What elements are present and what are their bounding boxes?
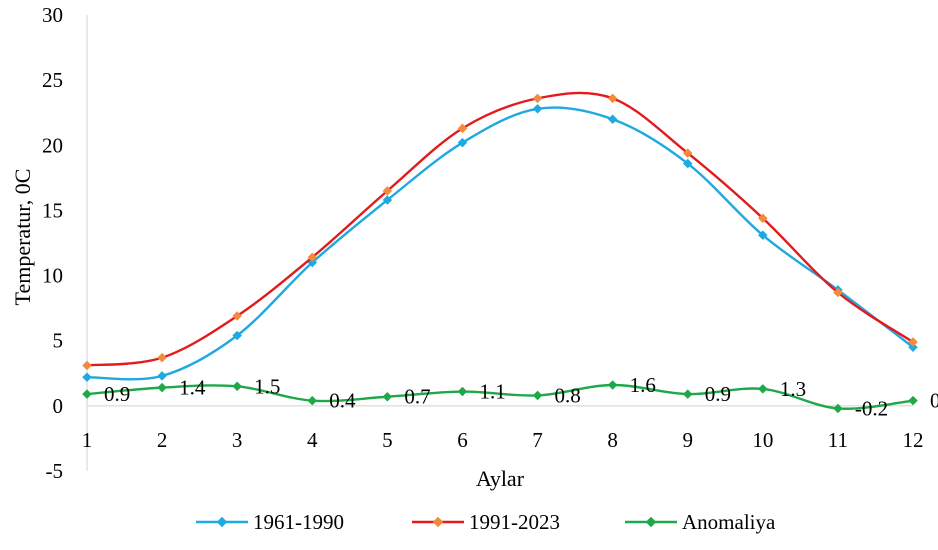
data-point-marker [833,403,843,414]
data-label: -0.2 [855,396,888,420]
y-tick-label: -5 [46,459,64,483]
data-label: 1.3 [780,377,806,401]
data-point-marker [908,342,918,353]
data-label: 0.8 [555,383,581,407]
data-point-marker [82,372,92,383]
x-tick-label: 1 [82,428,93,452]
y-tick-label: 30 [42,3,63,27]
data-label: 0.4 [930,389,938,413]
x-tick-label: 8 [607,428,618,452]
y-tick-label: 25 [42,68,63,92]
data-point-marker [757,384,768,394]
y-axis-title: Temperatur, 0C [10,169,35,306]
y-tick-label: 10 [42,264,63,288]
data-point-marker [607,93,618,104]
data-label: 0.4 [329,389,356,413]
x-tick-label: 5 [382,428,393,452]
data-label: 1.4 [179,376,206,400]
data-point-marker [307,395,318,406]
x-tick-label: 9 [682,428,693,452]
y-tick-label: 5 [53,329,64,353]
data-point-marker [457,123,468,134]
data-label: 1.5 [254,374,280,398]
data-point-marker [532,93,543,104]
series-layer [82,91,918,414]
x-tick-label: 3 [232,428,243,452]
data-label: 0.9 [104,382,130,406]
data-point-marker [757,213,768,224]
data-point-marker [682,158,693,169]
data-point-marker [532,103,543,114]
data-point-marker [833,287,843,298]
data-point-marker [457,386,468,397]
series-line [86,91,914,367]
data-point-marker [382,195,393,205]
data-point-marker [607,380,618,390]
y-tick-label: 20 [42,133,63,157]
data-point-marker [157,382,167,393]
x-axis-title: Aylar [476,466,525,491]
series-line [86,383,914,410]
legend-entry-label: Anomaliya [682,510,776,534]
x-tick-label: 12 [903,428,924,452]
data-point-marker [157,352,167,363]
legend-marker-swatch [432,516,444,528]
data-point-marker [457,137,468,148]
x-tick-label: 10 [752,428,773,452]
x-tick-label: 4 [307,428,318,452]
y-tick-label: 0 [53,394,64,418]
data-point-marker [232,311,243,321]
data-point-marker [607,114,618,125]
data-label: 0.7 [404,385,430,409]
y-tick-label: 15 [42,198,63,222]
data-point-marker [307,252,318,263]
data-point-marker [382,391,393,402]
data-point-marker [232,330,243,341]
legend-entry-label: 1961-1990 [253,510,344,534]
data-labels-layer: 0.9 1.4 1.5 0.4 0.7 1.1 0.8 1.6 0.9 1.3 -0.2 0.4 [104,373,938,420]
data-point-marker [682,148,693,158]
data-point-marker [382,186,393,196]
data-point-marker [82,360,92,371]
data-point-marker [908,395,918,406]
x-tick-label: 6 [457,428,468,452]
data-point-marker [682,389,693,399]
data-point-marker [908,337,918,347]
x-tick-label: 2 [157,428,168,452]
data-point-marker [232,381,243,392]
legend-marker-swatch [645,516,657,528]
data-label: 1.1 [479,380,505,404]
legend: 1961-1990 1991-2023 Anomaliya [196,510,776,534]
legend-marker-swatch [216,516,228,528]
data-point-marker [157,371,167,381]
legend-entry-label: 1991-2023 [469,510,560,534]
x-tick-label: 7 [532,428,543,452]
data-point-marker [757,230,768,241]
x-tick-label: 11 [828,428,848,452]
data-point-marker [532,390,543,401]
data-point-marker [82,389,92,399]
data-label: 1.6 [630,373,656,397]
data-label: 0.9 [705,382,731,406]
